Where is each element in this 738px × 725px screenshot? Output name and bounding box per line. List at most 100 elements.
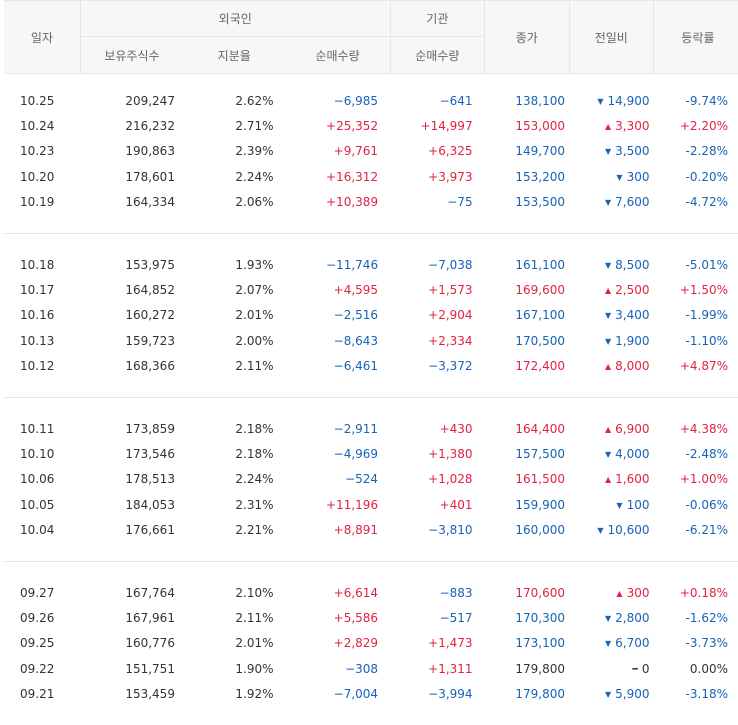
cell-ratio: 2.24% [235,472,274,487]
spacer-cell [4,233,738,252]
cell-foreign-net: +11,196 [326,497,379,512]
cell-foreign-net: +16,312 [326,169,379,184]
table-row: 10.11 173,859 2.18% −2,911 +430 164,400 ▲ 6,900… [4,416,738,441]
cell-foreign-net: +8,891 [333,523,379,538]
cell-foreign-net: +9,761 [333,144,379,159]
change-value: 1,600 [615,472,650,487]
cell-change: ▼ 8,500 [569,252,653,277]
cell-inst-net: +1,573 [428,283,473,298]
cell-date: 10.05 [20,497,55,512]
cell-close: 153,200 [515,169,566,184]
cell-holdings: 164,852 [125,283,175,298]
cell-change: ▼ 10,600 [569,517,653,542]
cell-inst-net: −7,038 [428,257,473,272]
table-row: 10.06 178,513 2.24% −524 +1,028 161,500 ▲ 1,600… [4,467,738,492]
cell-foreign-net: −6,461 [333,359,379,374]
table-row: 10.13 159,723 2.00% −8,643 +2,334 170,500 ▼ 1,9… [4,328,738,353]
spacer-cell [4,74,738,89]
table-row: 09.27 167,764 2.10% +6,614 −883 170,600 ▲ 300 +0… [4,580,738,605]
cell-inst-net: +401 [439,497,473,512]
change-value: 10,600 [607,523,650,538]
cell-rate: -9.74% [685,93,728,108]
cell-foreign-net: −8,643 [333,333,379,348]
change-value: 3,500 [615,144,650,159]
cell-rate: +0.18% [679,585,728,600]
triangle-up-icon: ▲ [616,588,623,598]
spacer-cell [4,397,738,416]
cell-holdings: 173,859 [125,421,175,436]
cell-ratio: 2.01% [235,636,274,651]
cell-rate: -0.20% [685,169,728,184]
cell-ratio: 2.71% [235,119,274,134]
triangle-up-icon: ▲ [604,475,612,485]
cell-holdings: 164,334 [125,195,175,210]
cell-holdings: 216,232 [125,119,175,134]
header-foreign-net: 순매수량 [285,36,391,74]
cell-inst-net: −3,810 [428,523,473,538]
cell-holdings: 153,459 [125,687,175,702]
group-spacer [4,561,738,580]
group-divider [4,378,738,398]
cell-close: 172,400 [515,359,566,374]
cell-rate: -1.99% [685,308,728,323]
table-row: 10.20 178,601 2.24% +16,312 +3,973 153,200 ▼ 30… [4,164,738,189]
header-change: 전일비 [569,0,654,74]
cell-change: ▼ 6,700 [569,631,653,656]
table-row: 10.16 160,272 2.01% −2,516 +2,904 167,100 ▼ 3,4… [4,303,738,328]
cell-rate: -0.06% [685,497,728,512]
cell-foreign-net: +4,595 [333,283,379,298]
cell-foreign-net: −524 [345,472,379,487]
cell-close: 164,400 [515,421,566,436]
cell-foreign-net: +10,389 [326,195,379,210]
cell-change: ▼ 7,600 [569,190,653,215]
table-row: 10.04 176,661 2.21% +8,891 −3,810 160,000 ▼ 10,… [4,517,738,542]
header-date: 일자 [4,0,81,74]
change-value: 2,500 [615,283,650,298]
dash-icon: ━ [632,664,638,675]
triangle-down-icon: ▼ [604,147,612,157]
table-row: 10.18 153,975 1.93% −11,746 −7,038 161,100 ▼ 8,… [4,252,738,277]
cell-date: 10.10 [20,446,55,461]
investor-trading-table: 일자 외국인 기관 종가 전일비 등락률 보유주식수 지분율 순매수량 순매수량… [4,0,738,725]
cell-date: 10.24 [20,119,55,134]
cell-holdings: 176,661 [125,523,175,538]
cell-change: ▼ 300 [569,164,653,189]
cell-holdings: 173,546 [125,446,175,461]
cell-rate: -3.18% [685,687,728,702]
change-value: 6,700 [615,636,650,651]
cell-holdings: 209,247 [125,93,175,108]
cell-date: 10.17 [20,283,55,298]
cell-inst-net: +2,334 [428,333,473,348]
cell-holdings: 153,975 [125,257,175,272]
cell-inst-net: +2,904 [428,308,473,323]
cell-foreign-net: +25,352 [326,119,379,134]
cell-ratio: 2.18% [235,421,274,436]
cell-ratio: 2.06% [235,195,274,210]
group-spacer [4,74,738,89]
header-foreign: 외국인 [80,0,391,37]
cell-ratio: 2.11% [235,610,274,625]
cell-close: 170,300 [515,610,566,625]
triangle-down-icon: ▼ [604,198,612,208]
triangle-up-icon: ▲ [604,362,612,372]
cell-inst-net: +6,325 [428,144,473,159]
triangle-down-icon: ▼ [604,449,612,459]
cell-rate: -4.72% [685,195,728,210]
change-value: 300 [626,169,650,184]
cell-date: 09.21 [20,687,55,702]
cell-holdings: 190,863 [125,144,175,159]
cell-ratio: 2.31% [235,497,274,512]
cell-change: ▼ 1,900 [569,328,653,353]
cell-date: 10.11 [20,421,55,436]
change-value: 6,900 [615,421,650,436]
table-row: 10.12 168,366 2.11% −6,461 −3,372 172,400 ▲ 8,0… [4,354,738,379]
table-row: 10.23 190,863 2.39% +9,761 +6,325 149,700 ▼ 3,5… [4,139,738,164]
cell-close: 179,800 [515,687,566,702]
cell-ratio: 2.11% [235,359,274,374]
cell-date: 10.23 [20,144,55,159]
cell-close: 153,000 [515,119,566,134]
cell-foreign-net: +6,614 [333,585,379,600]
cell-inst-net: −883 [439,585,473,600]
group-divider [4,542,738,562]
cell-inst-net: +430 [439,421,473,436]
